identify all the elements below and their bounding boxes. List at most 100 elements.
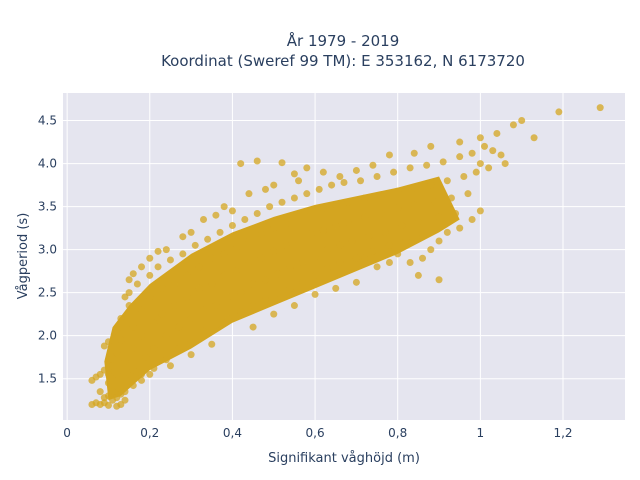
data-point [468, 215, 476, 223]
data-point [406, 164, 414, 172]
data-point [369, 161, 377, 169]
data-point [282, 241, 290, 249]
data-point [125, 302, 133, 310]
data-point [138, 263, 146, 271]
data-point [476, 160, 484, 168]
y-tick-label: 4.5 [38, 114, 57, 128]
data-point [311, 290, 319, 298]
data-point [385, 259, 393, 267]
data-point [237, 289, 245, 297]
data-point [299, 259, 307, 267]
data-point [233, 244, 241, 252]
data-point [290, 302, 298, 310]
data-point [187, 339, 195, 347]
data-point [257, 230, 265, 238]
data-point [352, 166, 360, 174]
data-point [113, 349, 121, 357]
data-point [394, 187, 402, 195]
data-point [142, 353, 150, 361]
data-point [121, 375, 129, 383]
data-point [427, 142, 435, 150]
data-point [447, 194, 455, 202]
data-point [419, 233, 427, 241]
y-tick-label: 3.5 [38, 200, 57, 214]
data-point [596, 104, 604, 112]
data-point [253, 209, 261, 217]
data-point [237, 308, 245, 316]
data-point [133, 280, 141, 288]
data-point [129, 366, 137, 374]
data-point [224, 314, 232, 322]
data-point [187, 351, 195, 359]
data-point [100, 394, 108, 402]
data-point [303, 190, 311, 198]
data-point [200, 327, 207, 335]
data-point [117, 390, 125, 398]
data-point [179, 250, 187, 258]
data-point [361, 254, 369, 262]
data-point [414, 218, 422, 226]
data-point [369, 247, 377, 255]
data-point [117, 314, 125, 322]
data-point [307, 230, 315, 238]
data-point [146, 254, 154, 262]
data-point [104, 338, 112, 346]
data-point [270, 181, 278, 189]
data-point [303, 164, 311, 172]
data-point [125, 276, 133, 284]
data-point [286, 263, 294, 271]
data-point [385, 151, 393, 159]
data-point [245, 259, 253, 267]
data-point [129, 382, 137, 390]
data-point [315, 185, 323, 193]
data-point [410, 149, 418, 157]
data-point [406, 259, 414, 267]
data-point [456, 224, 464, 232]
data-point [427, 246, 435, 254]
data-point [150, 319, 158, 327]
data-point [150, 364, 158, 372]
data-point [398, 222, 406, 230]
data-point [332, 284, 340, 292]
x-axis-title: Signifikant våghöjd (m) [268, 451, 420, 466]
data-point [220, 203, 228, 211]
data-point [224, 293, 232, 301]
data-point [435, 276, 443, 284]
data-point [261, 296, 269, 304]
x-tick-label: 0 [63, 426, 71, 440]
data-point [146, 271, 154, 279]
data-point [530, 134, 538, 142]
data-point [195, 263, 203, 271]
data-point [195, 284, 203, 292]
data-point [452, 209, 460, 217]
data-point [162, 356, 170, 364]
data-point [555, 108, 563, 116]
data-point [295, 177, 303, 185]
data-point [162, 332, 170, 340]
data-point [175, 345, 183, 353]
data-point [245, 237, 253, 245]
data-point [274, 270, 282, 278]
data-point [348, 237, 356, 245]
data-point [138, 370, 146, 378]
data-point [332, 201, 340, 209]
chart-title-line-2: Koordinat (Sweref 99 TM): E 353162, N 61… [161, 52, 525, 70]
data-point [241, 215, 249, 223]
data-point [307, 209, 315, 217]
data-point [191, 241, 199, 249]
data-point [423, 161, 431, 169]
data-point [257, 254, 265, 262]
data-point [427, 181, 435, 189]
data-point [377, 209, 385, 217]
data-point [460, 172, 468, 180]
data-point [443, 177, 451, 185]
data-point [104, 401, 112, 409]
y-axis-ticks: 1.5 2.0 2.5 3.0 3.5 4.0 4.5 [38, 114, 57, 386]
data-point [443, 228, 451, 236]
data-point [150, 345, 158, 353]
data-point [497, 151, 505, 159]
y-tick-label: 1.5 [38, 372, 57, 386]
data-point [435, 213, 443, 221]
data-point [138, 306, 146, 314]
data-point [278, 159, 286, 167]
